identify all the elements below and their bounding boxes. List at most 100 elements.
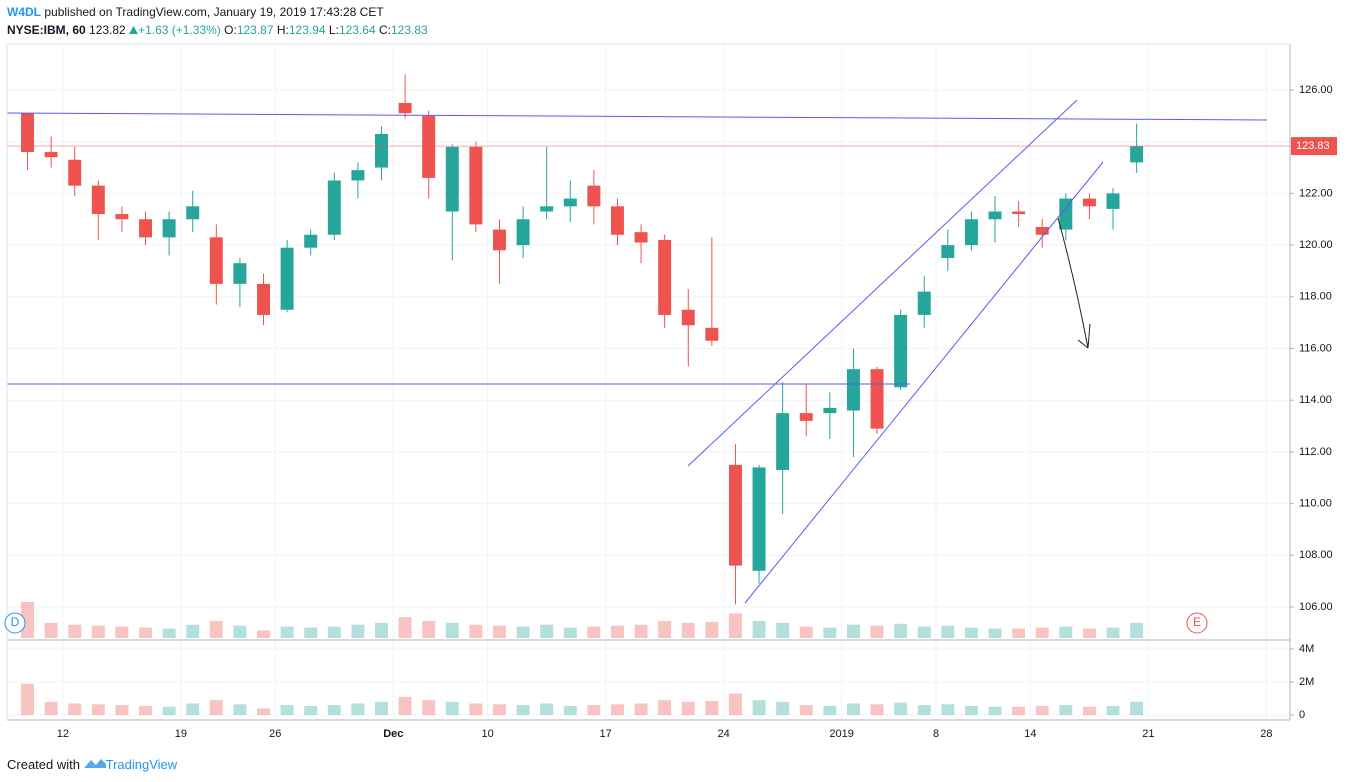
x-tick-label: 26 xyxy=(269,728,281,740)
volume-bar xyxy=(115,705,129,716)
candle-body xyxy=(728,464,742,566)
earnings-marker[interactable] xyxy=(1186,612,1208,634)
y-tick-label: 110.00 xyxy=(1299,497,1332,509)
volume-overlay-bar xyxy=(492,625,506,638)
volume-bar xyxy=(445,701,459,716)
drawings xyxy=(6,99,1268,604)
volume-bar xyxy=(162,706,176,716)
candle-body xyxy=(705,327,719,341)
volume-bar xyxy=(327,705,341,716)
volume-overlay-bar xyxy=(162,628,176,638)
x-tick-label: 21 xyxy=(1142,728,1154,740)
volume-bar xyxy=(540,703,554,716)
candle-body xyxy=(422,115,436,178)
volume-overlay-bar xyxy=(658,620,672,638)
volume-bar xyxy=(823,705,837,716)
volume-overlay-bar xyxy=(634,624,648,638)
volume-overlay-bar xyxy=(1082,628,1096,638)
candle-body xyxy=(1106,193,1120,209)
candle-body xyxy=(209,237,223,284)
volume-bar xyxy=(516,705,530,716)
volume-bar xyxy=(563,705,577,716)
candle-body xyxy=(68,159,82,186)
candle-body xyxy=(681,309,695,326)
volume-bar xyxy=(917,705,931,716)
volume-overlay-bar xyxy=(799,626,813,638)
volume-overlay-bar xyxy=(846,624,860,638)
x-tick-label: 14 xyxy=(1024,728,1036,740)
volume-overlay-bar xyxy=(327,626,341,638)
candle-body xyxy=(563,198,577,207)
candle-body xyxy=(1012,211,1026,215)
dividend-letter[interactable]: D xyxy=(11,615,20,629)
x-tick-label: 19 xyxy=(175,728,187,740)
volume-overlay-bar xyxy=(1012,628,1026,638)
volume-bar xyxy=(139,705,153,716)
volume-bar xyxy=(233,704,247,716)
volume-bar xyxy=(257,708,270,716)
brand[interactable]: TradingView xyxy=(105,757,178,772)
volume-bar xyxy=(375,701,388,716)
candle-body xyxy=(776,413,790,470)
volume-overlay-bar xyxy=(823,627,837,638)
volume-overlay-bar xyxy=(139,627,153,638)
volume-bar xyxy=(280,705,294,716)
volume-overlay-bar xyxy=(1035,627,1049,638)
footer: Created with TradingView xyxy=(7,757,177,772)
candle-body xyxy=(610,206,624,235)
volume-bar xyxy=(634,703,648,716)
legend-line: NYSE:IBM, 60 123.82 +1.63 (+1.33%) O:123… xyxy=(7,23,428,37)
y2-tick-label: 2M xyxy=(1299,676,1314,688)
volume-overlay-bar xyxy=(469,624,483,638)
created: Created with xyxy=(7,757,80,772)
o-label: O: xyxy=(224,23,237,37)
volume-overlay-bar xyxy=(115,626,129,638)
candle-body xyxy=(280,247,294,310)
candle-body xyxy=(375,133,388,168)
channel-upper xyxy=(687,99,1078,467)
volume-overlay-bar xyxy=(375,622,388,638)
candle-body xyxy=(634,232,648,243)
last: 123.82 xyxy=(89,23,126,37)
volume-bar xyxy=(1012,706,1026,716)
published: published on TradingView.com, January 19… xyxy=(44,5,384,19)
earnings-letter[interactable]: E xyxy=(1193,615,1201,629)
channel-lower xyxy=(744,161,1104,604)
candle-body xyxy=(964,219,978,246)
candle-body xyxy=(752,467,766,571)
y-tick-label: 120.00 xyxy=(1299,239,1333,251)
y-tick-label: 126.00 xyxy=(1299,84,1333,96)
publish-line: W4DL published on TradingView.com, Janua… xyxy=(7,5,384,19)
candle-body xyxy=(799,413,813,421)
candle-body xyxy=(469,146,483,225)
candle-body xyxy=(1059,198,1073,230)
y-tick-label: 112.00 xyxy=(1299,446,1332,458)
volume-overlay-bar xyxy=(44,622,58,638)
volume-bar xyxy=(1130,701,1144,716)
volume-bar xyxy=(304,705,318,716)
high: 123.94 xyxy=(288,23,326,37)
candle-body xyxy=(941,245,955,259)
volume-overlay-bar xyxy=(422,620,436,638)
candle-body xyxy=(139,219,153,238)
volume-bar xyxy=(422,700,436,716)
volume-overlay-bar xyxy=(563,627,577,638)
volume-bar xyxy=(894,702,908,716)
volume-overlay-bar xyxy=(1130,622,1144,638)
volume-bar xyxy=(870,704,884,716)
volume-bar xyxy=(21,683,35,716)
symbol: NYSE:IBM, 60 xyxy=(7,23,86,37)
volume-overlay-bar xyxy=(68,624,82,638)
volume-overlay-bar xyxy=(776,622,790,638)
volume-bar xyxy=(681,701,695,716)
dividend-marker[interactable] xyxy=(4,612,26,634)
l-label: L: xyxy=(328,23,339,37)
author[interactable]: W4DL xyxy=(7,5,41,19)
volume-overlay-bar xyxy=(988,628,1002,638)
candle-body xyxy=(492,229,506,251)
volume-bar xyxy=(1059,705,1073,716)
candle-body xyxy=(1130,146,1144,163)
candle-body xyxy=(988,211,1002,220)
volume-bar xyxy=(186,703,200,716)
